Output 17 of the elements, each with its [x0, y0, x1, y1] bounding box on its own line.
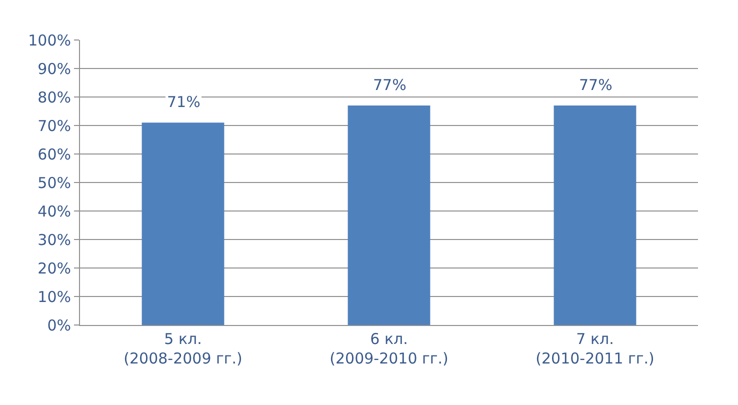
x-tick-label: 6 кл. (2009-2010 гг.): [330, 330, 448, 368]
y-tick-label: 100%: [28, 31, 71, 50]
y-tick-label: 60%: [38, 145, 71, 164]
y-tick-label: 30%: [38, 230, 71, 249]
data-label: 77%: [579, 76, 612, 94]
y-tick-label: 70%: [38, 116, 71, 135]
x-tick-label: 5 кл. (2008-2009 гг.): [124, 330, 242, 368]
y-tick-label: 80%: [38, 88, 71, 106]
data-label: 71%: [167, 93, 200, 111]
y-tick-label: 20%: [38, 259, 71, 278]
x-tick-label: 7 кл. (2010-2011 гг.): [536, 330, 654, 368]
y-tick-label: 10%: [38, 288, 71, 306]
y-tick-label: 50%: [38, 174, 71, 192]
data-label: 77%: [373, 76, 406, 94]
y-tick-label: 40%: [38, 202, 71, 220]
y-tick-label: 0%: [47, 316, 71, 334]
y-tick-label: 90%: [38, 60, 71, 78]
